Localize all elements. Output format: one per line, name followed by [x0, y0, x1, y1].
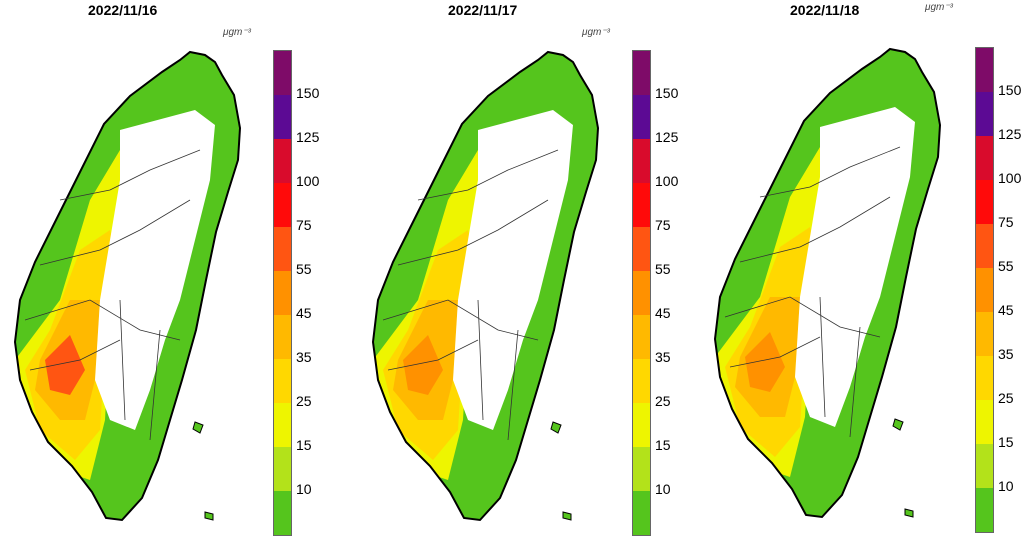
- colorbar-segment: [274, 227, 291, 271]
- colorbar-segment: [976, 48, 993, 92]
- colorbar-segment: [976, 488, 993, 532]
- colorbar-segment: [976, 136, 993, 180]
- islands: [550, 421, 572, 521]
- no-data-area: [795, 107, 915, 427]
- colorbar-tick-label: 55: [655, 261, 671, 277]
- colorbar-segment: [274, 271, 291, 315]
- colorbar-segment: [976, 180, 993, 224]
- colorbar-tick-label: 15: [296, 437, 312, 453]
- high-concentration-area: [745, 332, 785, 392]
- colorbar-tick-label: 35: [296, 349, 312, 365]
- colorbar: [975, 47, 994, 533]
- colorbar-segment: [976, 92, 993, 136]
- county-borders: [724, 146, 901, 438]
- colorbar-tick-label: 25: [296, 393, 312, 409]
- colorbar-tick-label: 75: [296, 217, 312, 233]
- colorbar-tick-label: 55: [296, 261, 312, 277]
- colorbar-segment: [633, 403, 650, 447]
- colorbar-tick-label: 75: [998, 214, 1014, 230]
- colorbar-segment: [274, 403, 291, 447]
- islands: [892, 418, 914, 518]
- colorbar-segment: [274, 183, 291, 227]
- colorbar-segment: [633, 183, 650, 227]
- colorbar-tick-label: 10: [998, 478, 1014, 494]
- colorbar-segment: [633, 51, 650, 95]
- colorbar-segment: [976, 224, 993, 268]
- map-date-title: 2022/11/16: [88, 2, 158, 18]
- high-concentration-area: [45, 335, 85, 395]
- colorbar-tick-label: 35: [655, 349, 671, 365]
- colorbar-tick-label: 150: [998, 82, 1022, 98]
- colorbar-segment: [274, 359, 291, 403]
- colorbar-segment: [633, 315, 650, 359]
- colorbar-segment: [274, 447, 291, 491]
- unit-label: μgm⁻³: [582, 27, 610, 38]
- colorbar: [632, 50, 651, 536]
- unit-label: μgm⁻³: [925, 2, 953, 13]
- colorbar-tick-label: 125: [998, 126, 1022, 142]
- colorbar-segment: [633, 95, 650, 139]
- colorbar-tick-label: 75: [655, 217, 671, 233]
- colorbar-tick-label: 25: [655, 393, 671, 409]
- high-concentration-area: [403, 335, 443, 395]
- unit-label: μgm⁻³: [223, 27, 251, 38]
- colorbar-tick-label: 100: [296, 173, 320, 189]
- colorbar-tick-label: 150: [296, 85, 320, 101]
- no-data-area: [453, 110, 573, 430]
- colorbar-tick-label: 15: [655, 437, 671, 453]
- colorbar-segment: [274, 315, 291, 359]
- colorbar-segment: [274, 491, 291, 535]
- colorbar-segment: [976, 400, 993, 444]
- map-date-title: 2022/11/17: [448, 2, 518, 18]
- colorbar-segment: [633, 227, 650, 271]
- colorbar-tick-label: 125: [655, 129, 679, 145]
- county-borders: [382, 149, 559, 441]
- colorbar-tick-label: 55: [998, 258, 1014, 274]
- colorbar-segment: [976, 356, 993, 400]
- colorbar: [273, 50, 292, 536]
- colorbar-tick-label: 100: [998, 170, 1022, 186]
- colorbar-segment: [633, 271, 650, 315]
- colorbar-tick-label: 150: [655, 85, 679, 101]
- islands: [192, 421, 214, 521]
- colorbar-tick-label: 125: [296, 129, 320, 145]
- colorbar-tick-label: 10: [655, 481, 671, 497]
- colorbar-segment: [274, 51, 291, 95]
- colorbar-segment: [274, 95, 291, 139]
- colorbar-tick-label: 45: [655, 305, 671, 321]
- colorbar-tick-label: 100: [655, 173, 679, 189]
- colorbar-segment: [274, 139, 291, 183]
- colorbar-segment: [976, 444, 993, 488]
- colorbar-tick-label: 15: [998, 434, 1014, 450]
- colorbar-tick-label: 45: [998, 302, 1014, 318]
- colorbar-segment: [976, 312, 993, 356]
- colorbar-tick-label: 25: [998, 390, 1014, 406]
- colorbar-segment: [633, 491, 650, 535]
- colorbar-segment: [633, 139, 650, 183]
- colorbar-tick-label: 10: [296, 481, 312, 497]
- county-borders: [24, 149, 201, 441]
- map-date-title: 2022/11/18: [790, 2, 860, 18]
- colorbar-tick-label: 35: [998, 346, 1014, 362]
- no-data-area: [95, 110, 215, 430]
- colorbar-segment: [633, 359, 650, 403]
- colorbar-tick-label: 45: [296, 305, 312, 321]
- colorbar-segment: [976, 268, 993, 312]
- colorbar-segment: [633, 447, 650, 491]
